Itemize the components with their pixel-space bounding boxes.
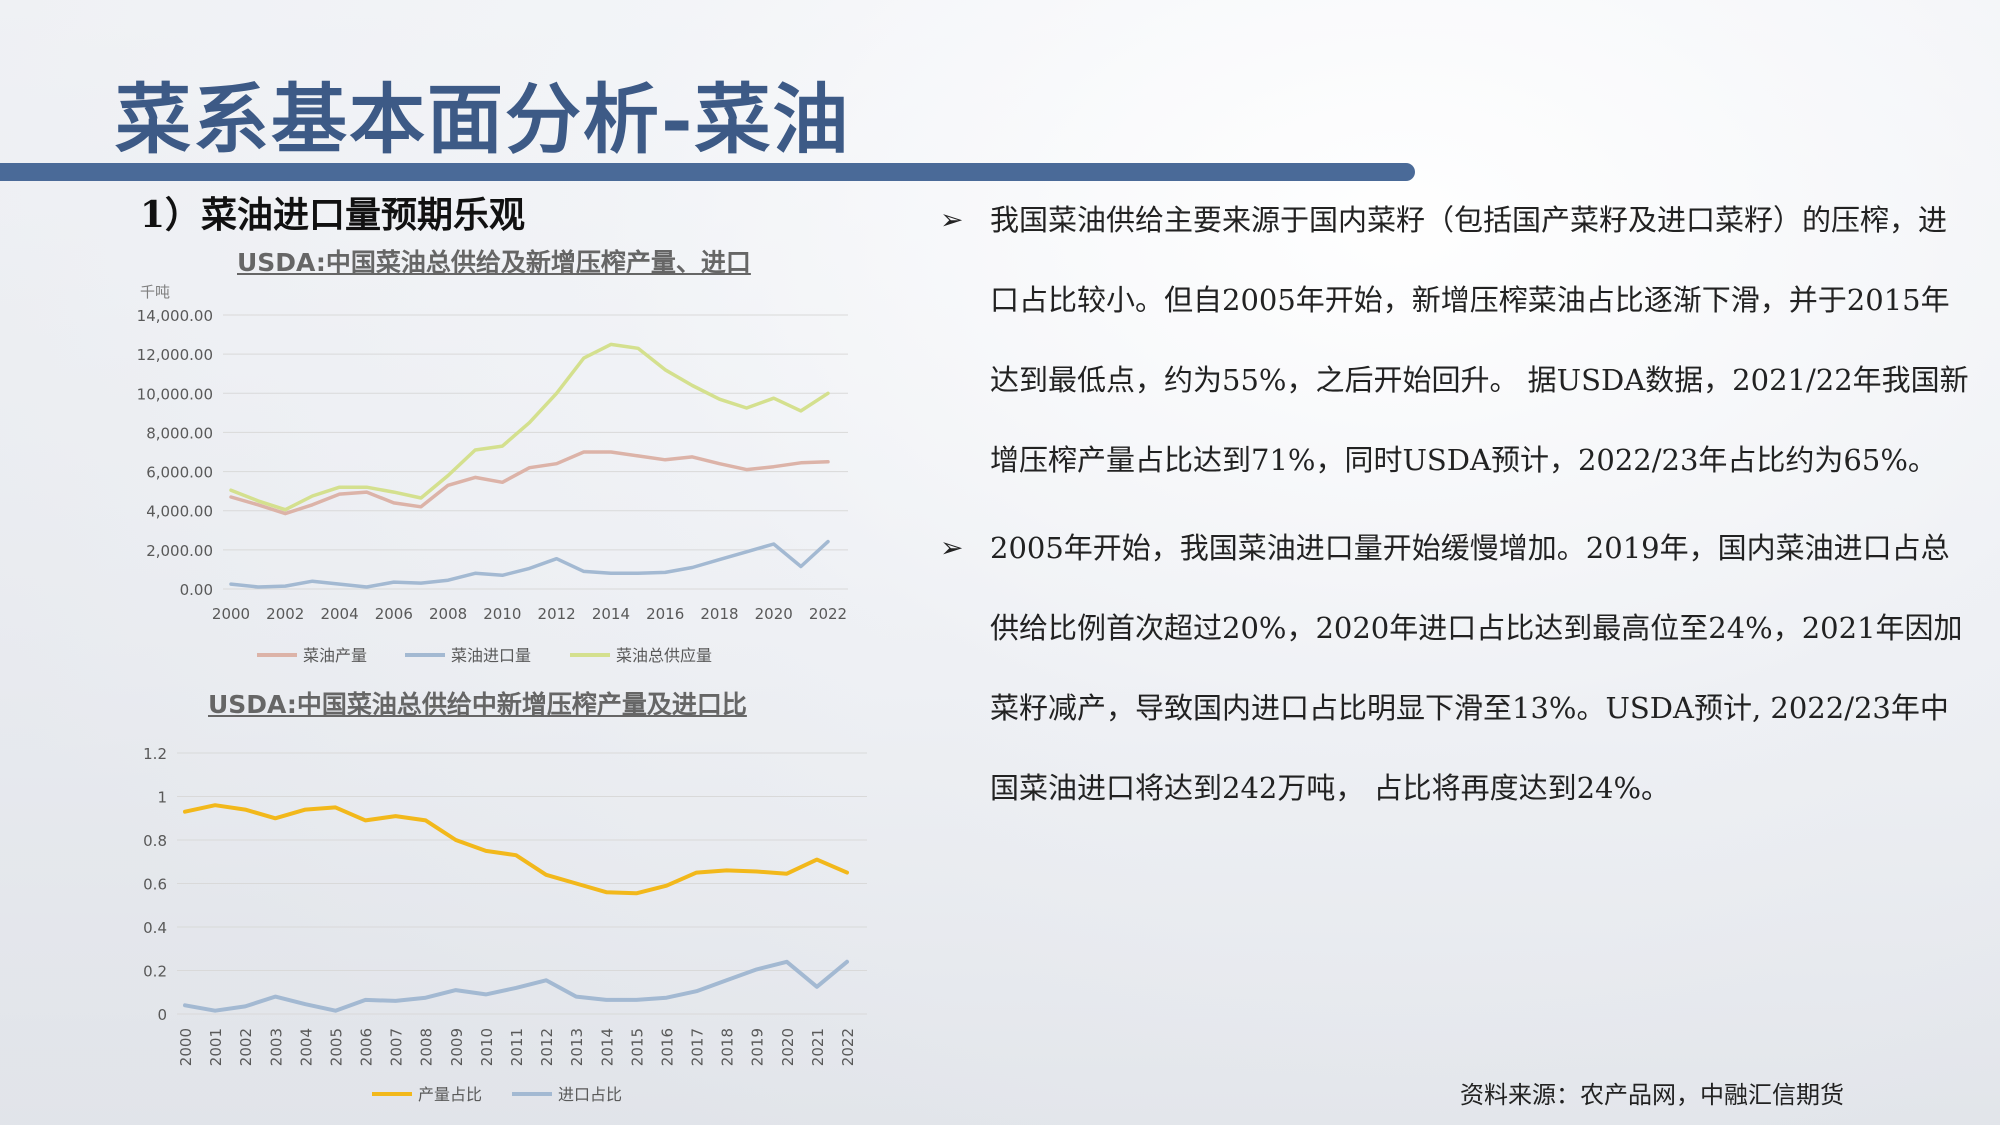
y-tick-label: 0.8 (143, 832, 167, 850)
x-tick-label: 2022 (839, 1028, 857, 1066)
arrow-bullet-icon: ➢ (940, 531, 964, 564)
source-note: 资料来源：农产品网，中融汇信期货 (1460, 1081, 1844, 1109)
x-tick-label: 2012 (538, 1028, 556, 1066)
x-tick-label: 2016 (658, 1028, 676, 1066)
x-tick-label: 2020 (755, 605, 793, 623)
y-tick-label: 6,000.00 (146, 464, 213, 482)
title-underline-bar (0, 163, 1415, 181)
chart1-supply: 0.00 2,000.00 4,000.00 6,000.00 8,000.00 10,0… (137, 283, 848, 665)
x-tick-label: 2011 (508, 1028, 526, 1066)
legend-label: 进口占比 (558, 1085, 622, 1104)
x-tick-label: 2008 (429, 605, 467, 623)
y-tick-label: 10,000.00 (137, 385, 213, 403)
y-tick-label: 4,000.00 (146, 503, 213, 521)
legend-label: 菜油产量 (303, 646, 367, 665)
x-tick-label: 2003 (267, 1028, 285, 1066)
y-tick-label: 8,000.00 (146, 424, 213, 442)
x-tick-label: 2008 (418, 1028, 436, 1066)
x-tick-label: 2014 (598, 1028, 616, 1066)
y-tick-label: 12,000.00 (137, 346, 213, 364)
chart2-title: USDA:中国菜油总供给中新增压榨产量及进口比 (208, 690, 747, 719)
x-tick-label: 2019 (749, 1028, 767, 1066)
series-line-3 (229, 342, 830, 512)
x-tick-label: 2014 (592, 605, 630, 623)
y-tick-label: 0.00 (180, 581, 213, 599)
x-tick-label: 2005 (327, 1028, 345, 1066)
y-unit-label: 千吨 (140, 283, 170, 301)
series-line-1 (183, 803, 849, 896)
section-subheading: 1）菜油进口量预期乐观 (140, 194, 526, 236)
x-tick-label: 2000 (212, 605, 250, 623)
bullet-list: ➢ 我国菜油供给主要来源于国内菜籽（包括国产菜籽及进口菜籽）的压榨，进口占比较小… (940, 180, 1970, 836)
x-tick-label: 2010 (483, 605, 521, 623)
legend-label: 菜油总供应量 (616, 646, 712, 665)
series-line-2 (183, 959, 849, 1013)
bullet-item: ➢ 2005年开始，我国菜油进口量开始缓慢增加。2019年，国内菜油进口占总供给… (940, 508, 1970, 828)
x-tick-label: 2022 (809, 605, 847, 623)
y-tick-label: 0 (157, 1006, 167, 1024)
x-tick-label: 2018 (700, 605, 738, 623)
x-tick-label: 2001 (207, 1028, 225, 1066)
y-tick-label: 1 (157, 789, 167, 807)
legend-label: 产量占比 (418, 1085, 482, 1104)
x-tick-label: 2002 (237, 1028, 255, 1066)
arrow-bullet-icon: ➢ (940, 203, 964, 236)
x-tick-label: 2021 (809, 1028, 827, 1066)
x-tick-label: 2010 (478, 1028, 496, 1066)
bullet-text: 2005年开始，我国菜油进口量开始缓慢增加。2019年，国内菜油进口占总供给比例… (990, 531, 1963, 805)
x-tick-label: 2002 (266, 605, 304, 623)
y-tick-label: 2,000.00 (146, 542, 213, 560)
x-tick-label: 2000 (177, 1028, 195, 1066)
chart2-share: 0 0.2 0.4 0.6 0.8 1 1.2 2000 2001 2002 2003 2004 200… (143, 745, 867, 1104)
x-tick-label: 2006 (375, 605, 413, 623)
x-tick-label: 2013 (568, 1028, 586, 1066)
bullet-text: 我国菜油供给主要来源于国内菜籽（包括国产菜籽及进口菜籽）的压榨，进口占比较小。但… (990, 203, 1969, 477)
x-tick-label: 2012 (538, 605, 576, 623)
x-tick-label: 2004 (297, 1028, 315, 1066)
y-tick-label: 0.4 (143, 919, 167, 937)
series-line-2 (229, 539, 830, 589)
x-tick-label: 2009 (448, 1028, 466, 1066)
x-tick-label: 2016 (646, 605, 684, 623)
y-tick-label: 0.6 (143, 876, 167, 894)
x-tick-label: 2020 (779, 1028, 797, 1066)
y-tick-label: 0.2 (143, 963, 167, 981)
page-title: 菜系基本面分析-菜油 (115, 75, 851, 164)
legend-label: 菜油进口量 (451, 646, 531, 665)
x-tick-label: 2006 (358, 1028, 376, 1066)
x-tick-label: 2004 (320, 605, 358, 623)
series-line-1 (229, 450, 830, 516)
x-tick-label: 2017 (689, 1028, 707, 1066)
y-tick-label: 14,000.00 (137, 307, 213, 325)
x-tick-label: 2007 (388, 1028, 406, 1066)
y-tick-label: 1.2 (143, 745, 167, 763)
bullet-item: ➢ 我国菜油供给主要来源于国内菜籽（包括国产菜籽及进口菜籽）的压榨，进口占比较小… (940, 180, 1970, 500)
chart1-title: USDA:中国菜油总供给及新增压榨产量、进口 (237, 248, 751, 277)
x-tick-label: 2015 (628, 1028, 646, 1066)
x-tick-label: 2018 (719, 1028, 737, 1066)
